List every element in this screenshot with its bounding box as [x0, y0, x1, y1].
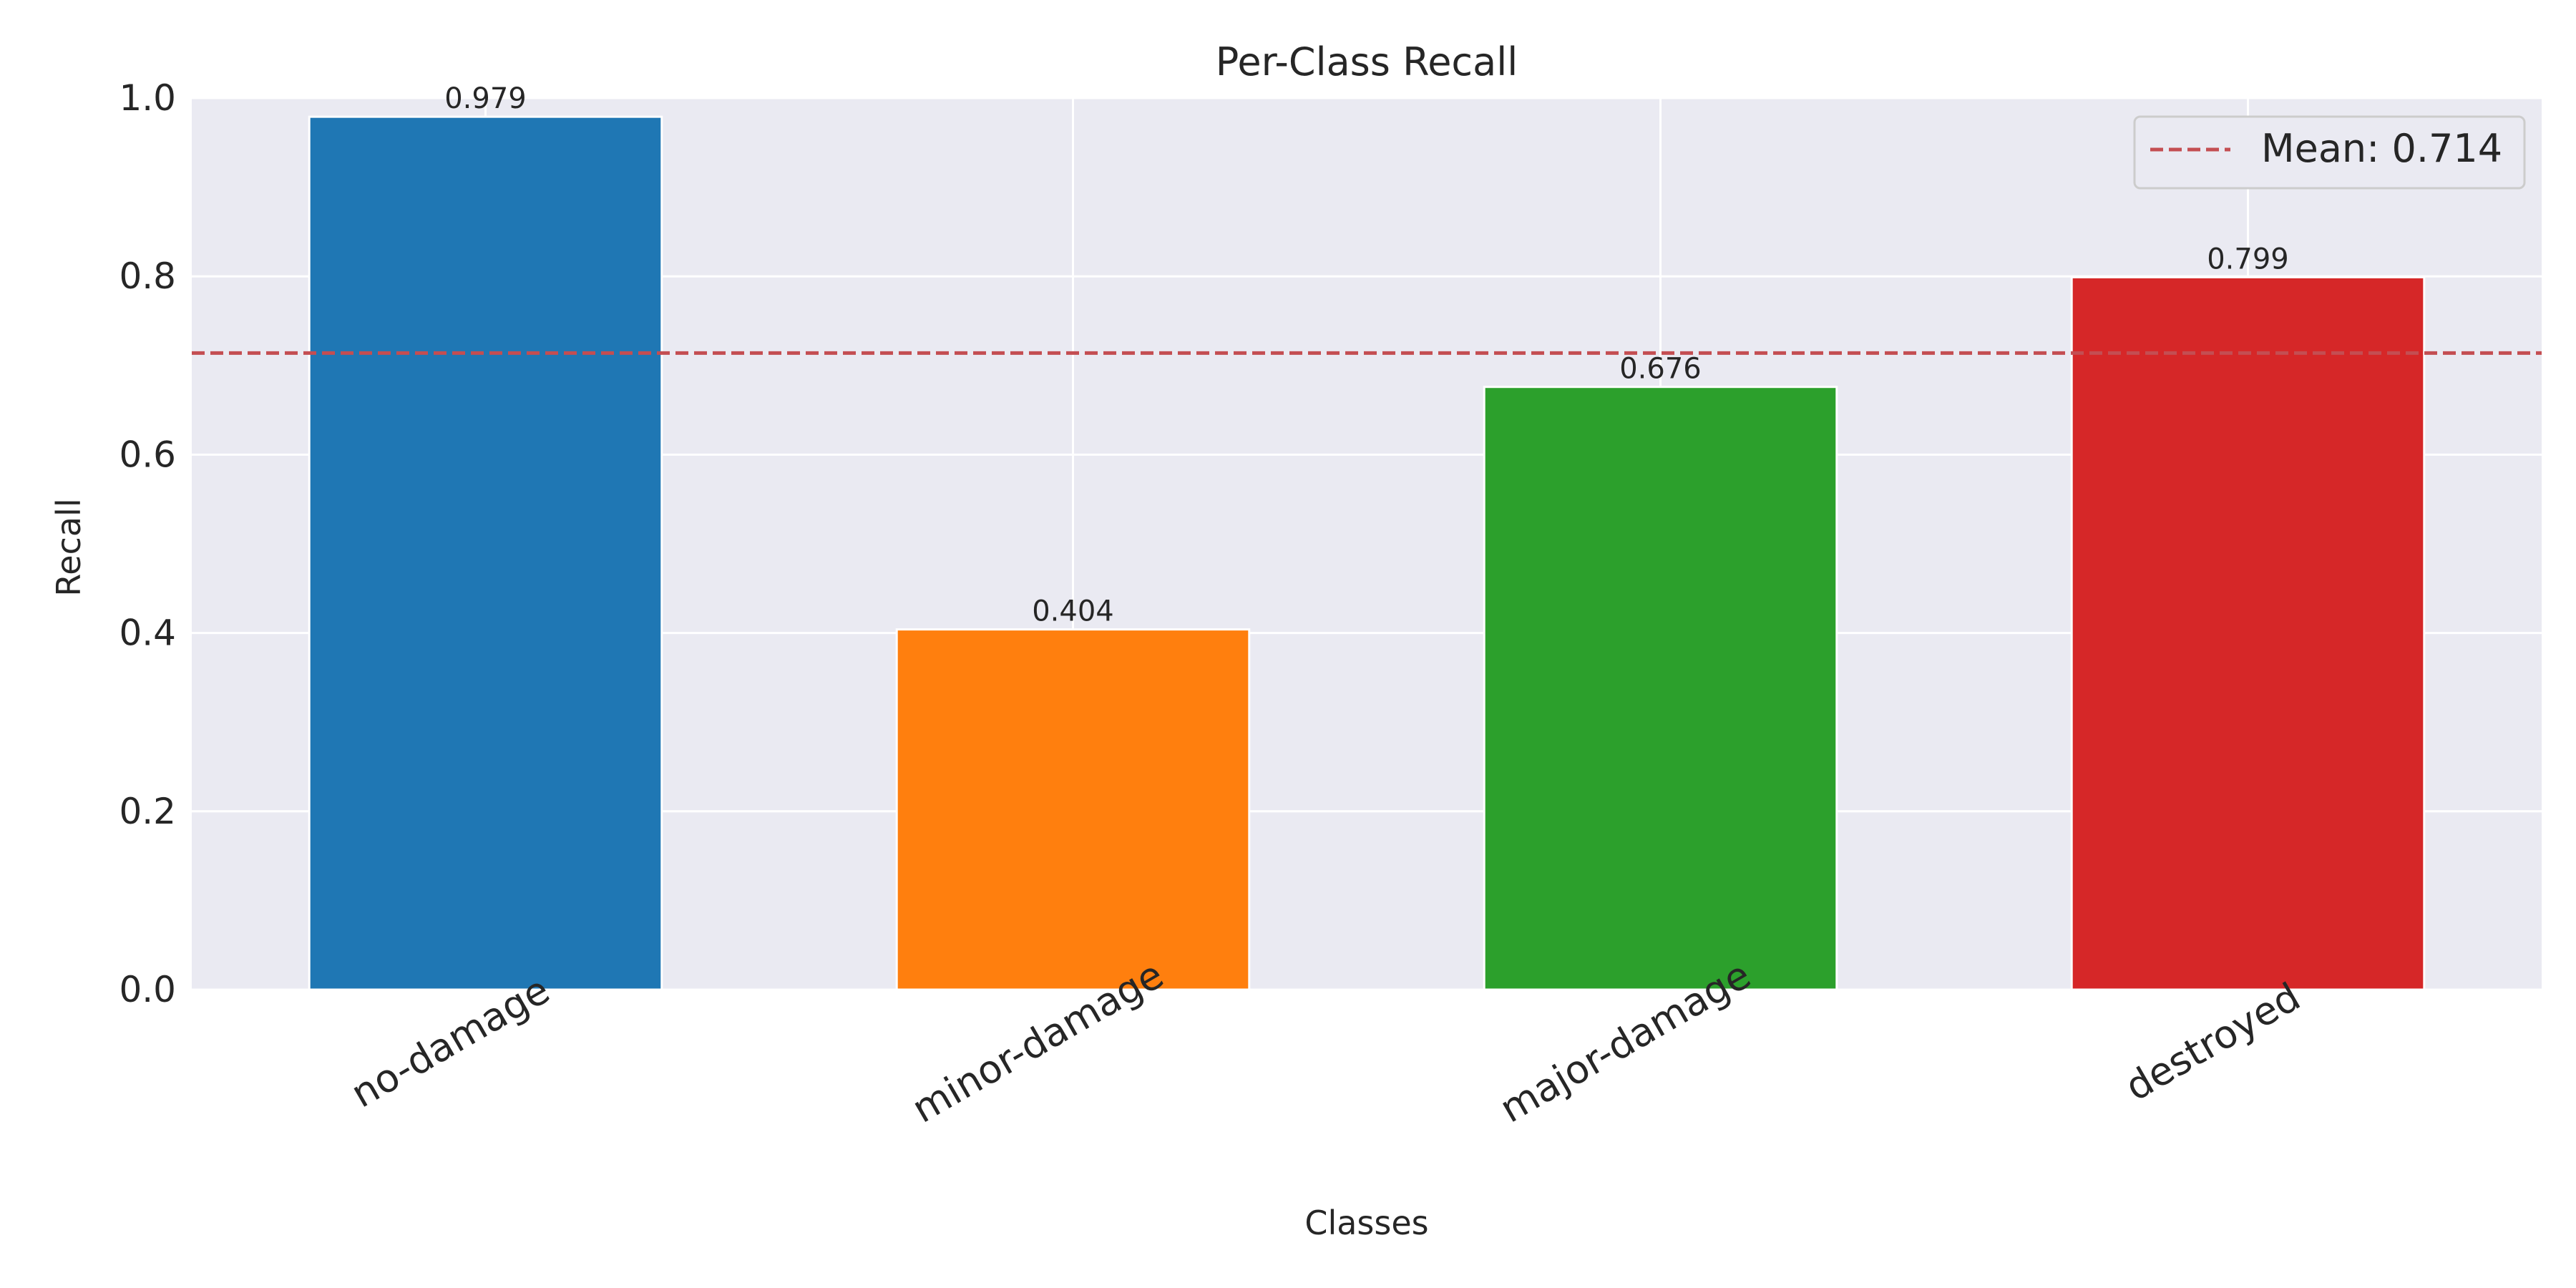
bar-major-damage [1483, 386, 1838, 991]
y-tick-label: 1.0 [119, 77, 176, 119]
bars-layer [308, 115, 2426, 991]
y-tick-label: 0.8 [119, 255, 176, 297]
legend: Mean: 0.714 [2133, 115, 2526, 190]
y-axis-label: Recall [49, 498, 88, 596]
value-label: 0.404 [1032, 595, 1114, 628]
value-label: 0.979 [444, 82, 527, 115]
chart-title: Per-Class Recall [1216, 39, 1518, 84]
legend-mean-label: Mean: 0.714 [2261, 126, 2502, 171]
y-tick-label: 0.6 [119, 434, 176, 475]
bar-no-damage [308, 115, 663, 991]
bar-destroyed [2070, 275, 2426, 991]
y-axis-ticks: 0.0 0.2 0.4 0.6 0.8 1.0 [119, 77, 176, 1010]
value-label: 0.799 [2207, 243, 2289, 275]
y-tick-label: 0.0 [119, 969, 176, 1010]
y-tick-label: 0.2 [119, 791, 176, 832]
legend-box [2133, 115, 2526, 190]
value-label: 0.676 [1619, 353, 1702, 386]
bar-minor-damage [895, 628, 1251, 991]
y-tick-label: 0.4 [119, 613, 176, 654]
x-axis-label: Classes [1304, 1204, 1428, 1242]
value-labels: 0.979 0.404 0.676 0.799 [444, 82, 2289, 628]
